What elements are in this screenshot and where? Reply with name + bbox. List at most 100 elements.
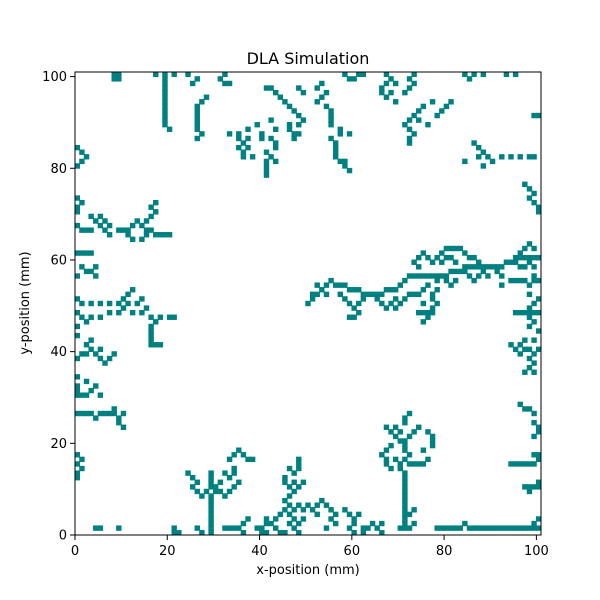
dla-particle	[517, 525, 523, 531]
dla-particle	[305, 502, 311, 508]
dla-particle	[332, 520, 339, 527]
dla-particle	[116, 227, 122, 233]
dla-particle	[379, 291, 385, 298]
dla-particle	[291, 479, 297, 485]
dla-particle	[480, 264, 487, 270]
dla-particle	[162, 103, 168, 110]
dla-particle	[222, 470, 228, 476]
dla-particle	[535, 424, 542, 430]
dla-particle	[526, 484, 533, 490]
dla-particle	[74, 163, 81, 169]
dla-particle	[217, 76, 224, 82]
dla-particle	[74, 470, 81, 476]
dla-particle	[263, 85, 270, 91]
dla-particle	[452, 245, 459, 252]
dla-particle	[83, 154, 90, 160]
dla-particle	[522, 254, 528, 261]
dla-particle	[74, 410, 81, 417]
dla-particle	[300, 89, 307, 96]
dla-particle	[448, 99, 454, 105]
dla-particle	[222, 80, 228, 87]
dla-particle	[199, 99, 205, 105]
dla-particle	[425, 122, 431, 128]
dla-particle	[319, 80, 325, 87]
dla-particle	[79, 314, 85, 320]
dla-particle	[425, 273, 431, 279]
dla-particle	[259, 530, 265, 536]
dla-particle	[194, 108, 200, 114]
dla-particle	[402, 516, 408, 522]
dla-particle	[328, 507, 334, 513]
dla-particle	[429, 99, 436, 105]
dla-particle	[512, 277, 519, 284]
dla-particle	[176, 530, 182, 536]
dla-particle	[125, 227, 131, 233]
dla-particle	[397, 300, 403, 307]
dla-particle	[106, 355, 113, 362]
y-tick-label: 40	[50, 345, 67, 360]
dla-particle	[392, 296, 399, 302]
dla-particle	[74, 144, 81, 151]
dla-particle	[309, 291, 316, 298]
dla-particle	[166, 232, 173, 238]
dla-particle	[148, 332, 154, 339]
dla-particle	[508, 461, 514, 467]
dla-particle	[217, 488, 224, 495]
dla-particle	[374, 525, 380, 531]
dla-particle	[208, 511, 214, 518]
dla-particle	[296, 502, 302, 508]
dla-particle	[83, 351, 90, 357]
dla-particle	[213, 488, 219, 495]
dla-particle	[263, 158, 270, 165]
dla-particle	[226, 525, 233, 531]
dla-particle	[411, 112, 417, 119]
dla-particle	[342, 507, 348, 513]
dla-particle	[245, 456, 251, 463]
dla-particle	[406, 85, 413, 91]
dla-particle	[406, 452, 413, 458]
chart-title: DLA Simulation	[247, 49, 370, 68]
dla-particle	[522, 406, 528, 412]
dla-particle	[346, 525, 353, 531]
dla-particle	[531, 277, 537, 284]
dla-particle	[360, 525, 367, 531]
dla-particle	[466, 525, 473, 531]
dla-particle	[74, 195, 81, 201]
dla-particle	[499, 273, 505, 279]
dla-particle	[79, 250, 85, 256]
dla-particle	[388, 429, 394, 435]
dla-particle	[526, 309, 533, 316]
dla-particle	[526, 195, 533, 201]
dla-particle	[83, 342, 90, 348]
dla-particle	[203, 488, 210, 495]
dla-particle	[402, 296, 408, 302]
dla-particle	[351, 76, 357, 82]
dla-particle	[402, 447, 408, 453]
dla-particle	[526, 488, 533, 495]
dla-particle	[236, 479, 242, 485]
dla-particle	[383, 94, 390, 100]
dla-particle	[236, 144, 242, 151]
dla-particle	[420, 300, 427, 307]
dla-particle	[480, 149, 487, 155]
dla-particle	[411, 291, 417, 298]
dla-particle	[522, 461, 528, 467]
dla-particle	[434, 254, 440, 261]
dla-particle	[457, 525, 463, 531]
dla-particle	[328, 112, 334, 119]
dla-particle	[231, 452, 237, 458]
dla-particle	[79, 264, 85, 270]
dla-particle	[314, 291, 320, 298]
dla-particle	[120, 410, 127, 417]
dla-particle	[531, 452, 537, 458]
dla-particle	[531, 484, 537, 490]
dla-particle	[420, 103, 427, 110]
dla-particle	[337, 126, 344, 132]
dla-particle	[286, 465, 293, 472]
dla-particle	[88, 213, 94, 220]
dla-particle	[356, 511, 362, 518]
dla-particle	[512, 346, 519, 353]
dla-particle	[83, 268, 90, 275]
dla-particle	[323, 282, 330, 288]
dla-particle	[199, 530, 205, 536]
